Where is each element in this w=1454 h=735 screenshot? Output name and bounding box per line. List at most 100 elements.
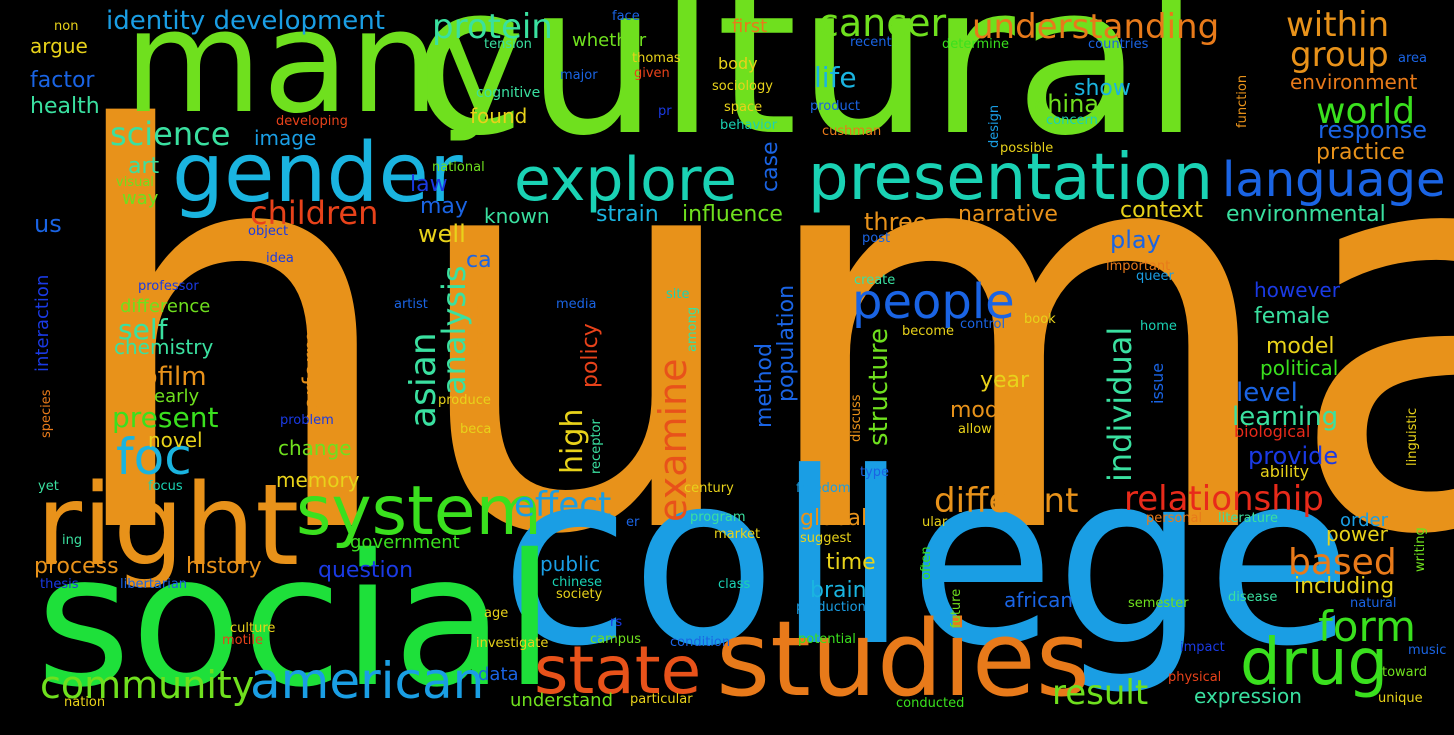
word-studies: studies [716, 598, 1090, 720]
word-interaction: interaction [32, 274, 53, 372]
word-effect: effect [514, 485, 612, 525]
word-area: area [1398, 51, 1427, 66]
word-species: species [39, 389, 54, 438]
word-way: way [122, 188, 159, 209]
word-modern: modern [950, 398, 1035, 423]
word-change: change [278, 436, 352, 460]
word-analysis: analysis [435, 265, 473, 395]
word-ular: ular [922, 515, 948, 530]
word-influence: influence [682, 202, 783, 227]
word-freedom: freedom [796, 481, 851, 496]
word-mechanism: mechanism [473, 302, 486, 366]
word-strain: strain [596, 202, 659, 227]
word-order: order [1340, 510, 1388, 531]
word-unique: unique [1378, 691, 1423, 706]
word-professor: professor [138, 279, 199, 294]
word-social: social [36, 515, 555, 727]
word-novel: novel [148, 428, 203, 452]
word-century: century [684, 481, 734, 496]
word-group: group [1290, 35, 1389, 75]
word-based: based [1288, 542, 1397, 583]
word-nation: nation [64, 695, 106, 710]
word-chemistry: chemistry [114, 335, 214, 359]
word-culture: culture [230, 621, 276, 636]
word-given: given [634, 66, 670, 81]
word-form: form [1318, 602, 1416, 651]
word-space: space [724, 100, 763, 115]
word-literature: literature [1218, 511, 1279, 526]
word-cognitive: cognitive [476, 85, 541, 101]
word-often: often [919, 546, 934, 580]
word-individual: individual [1101, 326, 1139, 482]
word-pr: pr [658, 104, 672, 119]
word-play: play [1110, 226, 1161, 254]
word-presentation: presentation [808, 141, 1214, 215]
word-level: level [1236, 378, 1298, 408]
word-become: become [902, 324, 955, 339]
word-age: age [484, 606, 509, 621]
word-time: time [826, 550, 876, 575]
word-result: result [1052, 673, 1149, 713]
word-year: year [980, 368, 1030, 393]
word-function: function [1235, 74, 1250, 128]
word-class: class [718, 577, 751, 592]
word-including: including [1294, 574, 1395, 599]
word-campus: campus [590, 632, 642, 647]
word-performance: performance [298, 272, 326, 426]
word-receptor: receptor [589, 419, 604, 474]
word-semester: semester [1128, 596, 1189, 611]
word-behavior: behavior [720, 118, 778, 133]
word-china: china [1034, 90, 1099, 118]
word-factor: factor [30, 68, 95, 93]
word-ing: ing [62, 533, 83, 548]
word-process: process [34, 554, 119, 579]
word-environment: environment [1290, 70, 1418, 94]
word-concern: concern [1046, 113, 1098, 128]
word-foc: foc [116, 428, 192, 486]
word-difference: difference [120, 296, 211, 317]
word-among: among [685, 306, 700, 352]
word-disease: disease [1228, 590, 1278, 605]
word-natural: natural [1350, 596, 1397, 611]
word-non: non [54, 19, 79, 34]
word-writing: writing [1413, 527, 1428, 572]
word-sociology: sociology [712, 79, 773, 94]
word-american: american [250, 652, 485, 710]
word-ca: ca [466, 248, 492, 273]
word-different: different [934, 481, 1079, 521]
word-type: type [860, 465, 890, 480]
word-determine: determine [942, 37, 1009, 52]
word-within: within [1286, 5, 1390, 45]
word-question: question [318, 558, 414, 583]
word-right: right [36, 461, 300, 591]
word-well: well [418, 220, 466, 248]
word-whether: whether [572, 30, 647, 51]
word-understand: understand [510, 690, 614, 711]
word-media: media [556, 297, 597, 312]
word-er: er [626, 515, 640, 530]
word-chinese: chinese [552, 575, 603, 590]
word-investigate: investigate [476, 636, 549, 651]
word-high: high [555, 408, 590, 474]
word-protein: protein [432, 7, 553, 47]
word-identity-development: identity development [106, 6, 385, 36]
word-impact: impact [1180, 640, 1225, 655]
word-developing: developing [276, 114, 348, 129]
word-science: science [110, 115, 231, 153]
word-policy: policy [578, 323, 603, 388]
word-environmental: environmental [1226, 202, 1386, 227]
word-government: government [350, 532, 460, 553]
word-children: children [250, 194, 379, 232]
word-population: population [774, 284, 799, 402]
word-three: three [864, 208, 928, 236]
word-conducted: conducted [896, 696, 965, 711]
word-allow: allow [958, 422, 992, 437]
word-power: power [1326, 522, 1388, 546]
word-examine: examine [651, 358, 695, 522]
word-product: product [810, 99, 861, 114]
word-state: state [534, 632, 702, 709]
word-physical: physical [1168, 670, 1222, 685]
word-understanding: understanding [972, 7, 1220, 47]
word-artist: artist [394, 297, 428, 312]
word-argue: argue [30, 34, 88, 58]
